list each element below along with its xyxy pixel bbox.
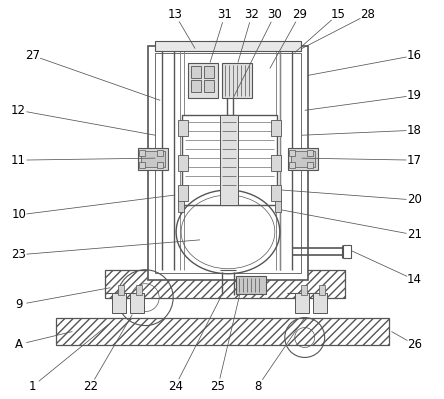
- Bar: [139, 150, 145, 156]
- Text: 12: 12: [11, 104, 26, 117]
- Bar: [319, 285, 325, 295]
- Bar: [289, 150, 295, 156]
- Text: 9: 9: [15, 298, 22, 311]
- Text: 10: 10: [11, 208, 26, 221]
- Bar: [271, 120, 281, 136]
- Bar: [112, 293, 126, 312]
- Bar: [148, 45, 308, 280]
- Bar: [222, 63, 252, 98]
- Text: 1: 1: [29, 380, 36, 393]
- Bar: [313, 293, 327, 312]
- Bar: [295, 293, 309, 312]
- Bar: [178, 155, 188, 171]
- Text: 21: 21: [407, 228, 422, 241]
- Bar: [56, 318, 389, 346]
- Bar: [343, 245, 351, 258]
- Bar: [178, 185, 188, 201]
- Text: 13: 13: [168, 8, 182, 21]
- Bar: [275, 200, 281, 212]
- Bar: [288, 148, 318, 170]
- Text: 29: 29: [292, 8, 307, 21]
- Text: 23: 23: [11, 248, 26, 261]
- Bar: [136, 285, 142, 295]
- Bar: [105, 270, 345, 298]
- Bar: [178, 120, 188, 136]
- Bar: [138, 148, 168, 170]
- Bar: [157, 150, 163, 156]
- Bar: [271, 185, 281, 201]
- Bar: [139, 162, 145, 168]
- Text: 18: 18: [407, 124, 422, 137]
- Bar: [307, 150, 313, 156]
- Bar: [271, 155, 281, 171]
- Text: 16: 16: [407, 49, 422, 62]
- Bar: [289, 162, 295, 168]
- Text: 15: 15: [330, 8, 345, 21]
- Text: 27: 27: [25, 49, 40, 62]
- Bar: [188, 63, 218, 98]
- Text: 24: 24: [168, 380, 182, 393]
- Bar: [204, 67, 214, 79]
- Bar: [178, 200, 184, 212]
- Bar: [191, 67, 201, 79]
- Bar: [307, 162, 313, 168]
- Bar: [118, 285, 124, 295]
- Bar: [291, 151, 315, 167]
- Bar: [236, 276, 266, 294]
- Text: 19: 19: [407, 89, 422, 102]
- Bar: [155, 41, 301, 51]
- Bar: [141, 151, 165, 167]
- Text: 14: 14: [407, 273, 422, 286]
- Text: 20: 20: [407, 194, 422, 207]
- Bar: [182, 115, 277, 205]
- Bar: [301, 285, 307, 295]
- Text: 11: 11: [11, 154, 26, 167]
- Bar: [130, 293, 144, 312]
- Text: 26: 26: [407, 338, 422, 351]
- Text: 30: 30: [267, 8, 282, 21]
- Text: 22: 22: [83, 380, 98, 393]
- Text: 17: 17: [407, 154, 422, 167]
- Text: 32: 32: [245, 8, 259, 21]
- Text: 8: 8: [254, 380, 262, 393]
- Bar: [204, 81, 214, 93]
- Bar: [155, 53, 301, 273]
- Bar: [157, 162, 163, 168]
- Text: 31: 31: [218, 8, 232, 21]
- Text: 25: 25: [210, 380, 226, 393]
- Bar: [191, 81, 201, 93]
- Text: A: A: [15, 338, 23, 351]
- Bar: [220, 115, 238, 205]
- Text: 28: 28: [360, 8, 375, 21]
